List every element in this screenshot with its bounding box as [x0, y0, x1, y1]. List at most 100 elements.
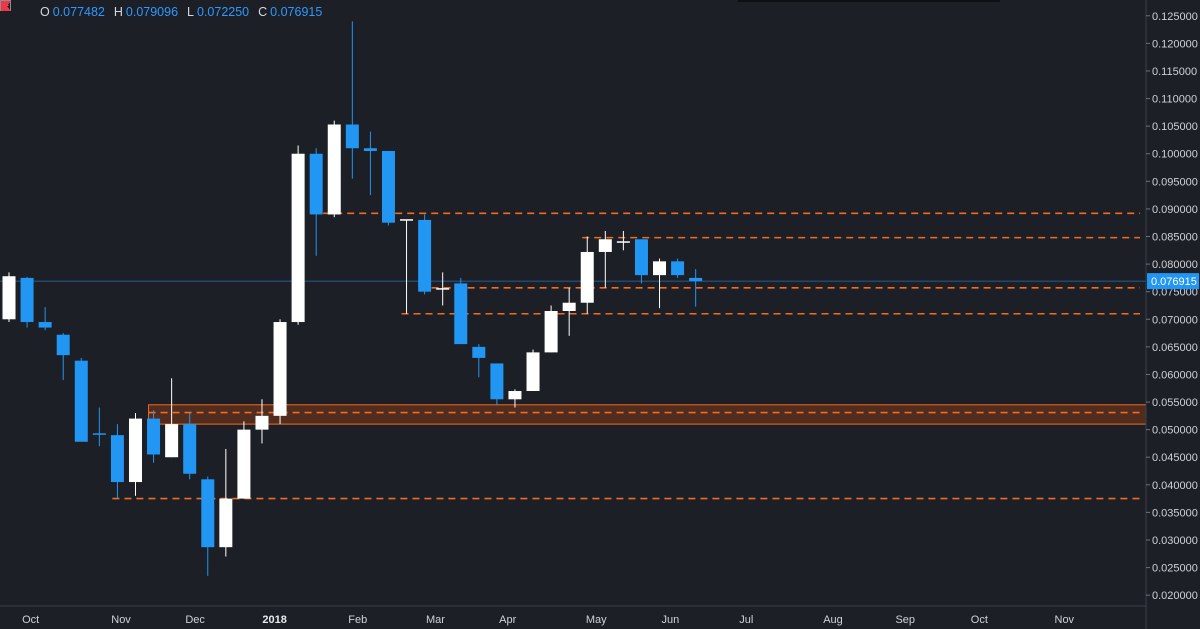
time-tick-label: Jul — [739, 614, 753, 626]
close-label: C — [258, 5, 268, 19]
candle-36 — [653, 258, 667, 309]
price-tick-label: 0.100000 — [1152, 149, 1198, 161]
price-tick-label: 0.025000 — [1152, 563, 1198, 575]
candle-16 — [291, 145, 305, 325]
price-tick-label: 0.110000 — [1152, 94, 1197, 106]
candle-15 — [273, 319, 287, 425]
low-value: 0.072250 — [197, 5, 250, 19]
candle-body — [128, 418, 142, 483]
candle-24 — [436, 272, 450, 306]
price-tick-label: 0.115000 — [1152, 66, 1197, 78]
candle-30 — [544, 305, 558, 353]
high-label: H — [113, 5, 123, 19]
time-tick-label: Nov — [111, 614, 131, 626]
candle-body — [273, 322, 287, 416]
candle-10 — [183, 413, 197, 480]
support-zone-layer — [148, 404, 1147, 425]
time-tick-label: Apr — [499, 614, 516, 626]
time-tick-label: Nov — [1055, 614, 1075, 626]
candle-27 — [490, 363, 504, 405]
candle-31 — [562, 287, 576, 336]
last-price-tag-bg — [1147, 273, 1199, 290]
last-price-tag-label: 0.076915 — [1151, 276, 1197, 288]
candle-18 — [327, 120, 341, 218]
candle-body — [2, 276, 16, 320]
candle-14 — [255, 399, 269, 444]
open-value: 0.077482 — [52, 5, 105, 19]
price-tick-label: 0.075000 — [1152, 287, 1198, 299]
level-lines-layer — [112, 212, 1140, 500]
candle-body — [237, 429, 251, 499]
candle-2 — [38, 307, 52, 331]
time-tick-label: Jun — [661, 614, 679, 626]
candle-23 — [418, 214, 432, 295]
candle-26 — [472, 344, 486, 378]
candle-body — [454, 283, 468, 345]
candle-body — [56, 334, 70, 356]
candle-body — [490, 363, 504, 400]
time-tick-label: Dec — [185, 614, 205, 626]
candle-12 — [219, 448, 233, 557]
time-tick-label: Oct — [22, 614, 39, 626]
candle-body — [255, 415, 269, 430]
candle-body — [20, 277, 34, 323]
candle-32 — [580, 236, 594, 314]
candle-1 — [20, 276, 34, 328]
candle-13 — [237, 421, 251, 499]
candle-4 — [74, 357, 88, 442]
candle-body — [508, 391, 522, 400]
candle-21 — [381, 150, 395, 226]
candle-body — [418, 219, 432, 292]
price-tick-label: 0.085000 — [1152, 232, 1198, 244]
candle-37 — [671, 258, 685, 278]
candle-body — [345, 124, 359, 149]
candle-5 — [92, 407, 106, 447]
price-tick-label: 0.070000 — [1152, 314, 1198, 326]
candle-body — [183, 424, 197, 474]
time-axis[interactable]: Oct Nov Dec 2018 Feb Mar Apr May Jun Jul Aug Sep Oct… — [0, 605, 1146, 626]
candle-body — [74, 360, 88, 442]
candle-body — [616, 241, 630, 243]
candle-body — [201, 479, 215, 548]
price-tick-label: 0.095000 — [1152, 176, 1198, 188]
price-tick-label: 0.045000 — [1152, 452, 1198, 464]
time-tick-label: Feb — [348, 614, 367, 626]
high-value: 0.079096 — [125, 5, 179, 19]
candle-34 — [616, 230, 630, 251]
candle-25 — [454, 277, 468, 345]
candle-body — [634, 239, 648, 276]
toolbar-strip — [738, 0, 1000, 2]
price-tick-label: 0.020000 — [1152, 590, 1198, 602]
candle-19 — [345, 21, 359, 179]
candle-38 — [689, 269, 703, 307]
last-price-tag: 0.076915 — [1147, 273, 1199, 290]
candle-body — [147, 418, 161, 455]
candle-body — [363, 148, 377, 151]
candle-body — [436, 288, 450, 290]
candle-body — [689, 277, 703, 282]
price-tick-label: 0.030000 — [1152, 535, 1198, 547]
candle-6 — [110, 424, 124, 499]
candle-body — [219, 498, 233, 548]
price-tick-label: 0.120000 — [1152, 38, 1198, 50]
time-tick-label: Mar — [426, 614, 445, 626]
candle-body — [165, 424, 179, 458]
price-tick-label: 0.105000 — [1152, 121, 1198, 133]
price-axis[interactable]: 0.125000 0.120000 0.115000 0.110000 0.105000… — [1145, 0, 1198, 629]
candle-11 — [201, 476, 215, 576]
candle-35 — [634, 239, 648, 284]
price-tick-label: 0.125000 — [1152, 11, 1198, 23]
flag-icon[interactable] — [1, 1, 31, 18]
candle-body — [472, 346, 486, 358]
candle-3 — [56, 333, 70, 380]
candles-layer — [2, 21, 703, 576]
candle-body — [653, 261, 667, 276]
candle-body — [309, 153, 323, 215]
candle-20 — [363, 131, 377, 196]
time-tick-label: May — [586, 614, 607, 626]
candle-33 — [598, 230, 612, 288]
price-tick-label: 0.050000 — [1152, 425, 1198, 437]
candle-17 — [309, 148, 323, 256]
